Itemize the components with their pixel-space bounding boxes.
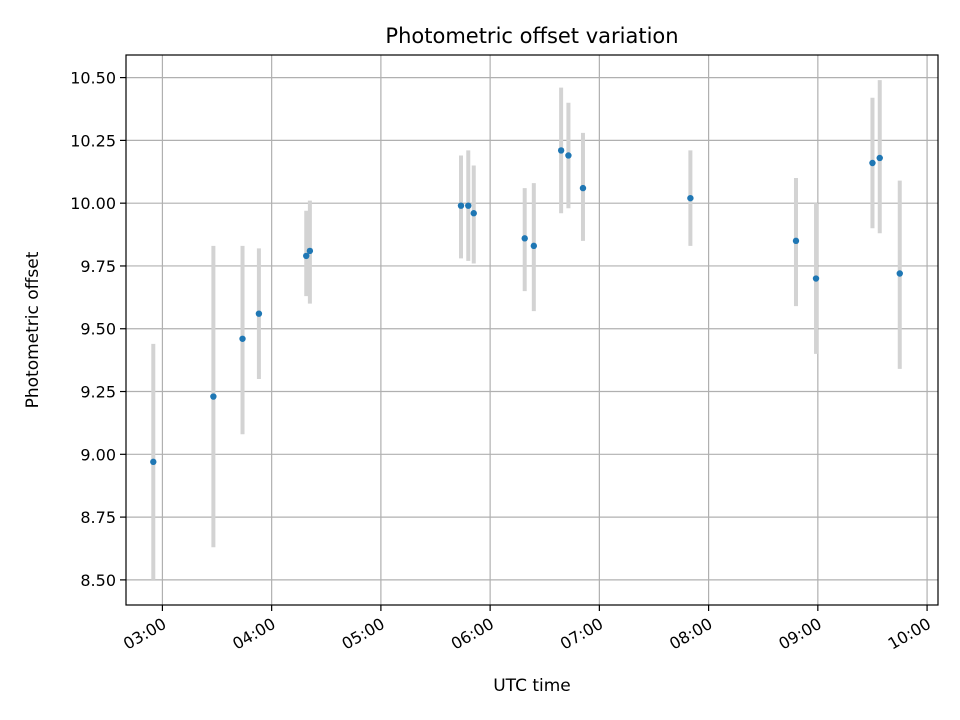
data-point: [521, 235, 528, 242]
data-point: [896, 270, 903, 277]
y-axis-label: Photometric offset: [23, 251, 43, 408]
data-point: [465, 202, 472, 209]
x-tick-label: 03:00: [120, 614, 169, 654]
y-tick-label: 10.00: [70, 194, 116, 213]
x-tick-label: 04:00: [229, 614, 278, 654]
y-tick-label: 8.75: [80, 508, 116, 527]
point-layer: [150, 147, 903, 466]
y-tick-label: 8.50: [80, 571, 116, 590]
data-point: [303, 252, 310, 260]
data-point: [255, 310, 263, 317]
data-point: [210, 393, 217, 400]
y-tick-label: 9.25: [80, 383, 116, 402]
data-point: [239, 335, 246, 342]
x-tick-label: 10:00: [885, 614, 934, 654]
data-point: [869, 159, 876, 167]
y-tick-label: 10.50: [70, 69, 116, 88]
x-axis-label: UTC time: [493, 676, 571, 696]
data-point: [150, 458, 157, 466]
x-tick-label: 07:00: [557, 614, 606, 654]
data-point: [530, 242, 538, 250]
data-point: [457, 202, 465, 209]
y-tick-label: 9.50: [80, 320, 116, 339]
data-point: [812, 275, 820, 282]
data-point: [565, 152, 572, 159]
data-point: [876, 154, 883, 162]
x-tick-label: 06:00: [448, 614, 497, 654]
data-point: [579, 184, 587, 192]
data-point: [557, 147, 565, 154]
chart-title: Photometric offset variation: [385, 24, 678, 48]
data-point: [306, 247, 314, 255]
x-tick-layer: 03:00 04:00 05:00 06:00 07:00 08:00 09:00 10:00: [120, 605, 934, 654]
y-tick-label: 10.25: [70, 131, 116, 150]
x-tick-label: 09:00: [775, 614, 824, 654]
data-point: [470, 210, 477, 217]
errorbar-layer: [151, 80, 902, 580]
data-point: [792, 237, 800, 245]
x-tick-label: 08:00: [666, 614, 715, 654]
data-point: [687, 194, 694, 202]
y-tick-layer: 8.50 8.75 9.00 9.25 9.50 9.75 10.00 10.25 10.50: [70, 69, 126, 590]
x-tick-label: 05:00: [338, 614, 387, 654]
plot-frame: [125, 54, 939, 606]
y-tick-label: 9.00: [80, 445, 116, 464]
y-tick-label: 9.75: [80, 257, 116, 276]
